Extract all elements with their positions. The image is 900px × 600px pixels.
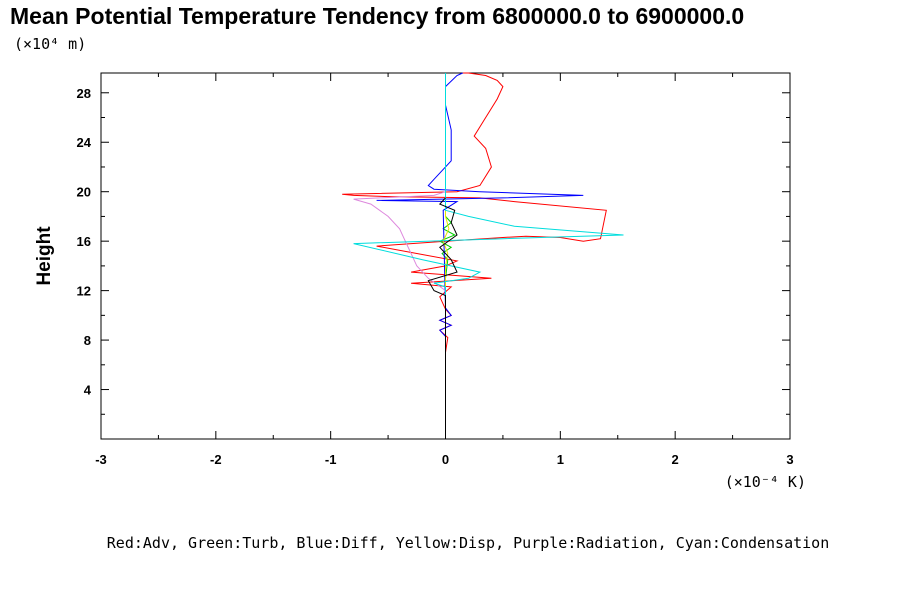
x-tick-label: -2 [210,452,222,467]
y-tick-label: 4 [84,383,92,398]
y-tick-label: 28 [77,86,91,101]
x-tick-label: 1 [557,452,564,467]
x-tick-label: -1 [325,452,337,467]
y-axis: 4 8 12 16 20 24 28 [77,86,790,415]
y-axis-label: Height [34,226,55,286]
series-line-total [427,197,458,439]
y-tick-label: 24 [77,135,92,150]
y-unit-label: (×10⁴ m) [14,35,86,53]
x-tick-label: 2 [672,452,679,467]
y-tick-label: 8 [84,333,91,348]
legend: Red:Adv, Green:Turb, Blue:Diff, Yellow:D… [107,534,829,552]
x-tick-label: 0 [442,452,449,467]
series-group [342,72,624,439]
x-unit-label: (×10⁻⁴ K) [725,473,806,491]
series-line-radiation [353,191,446,439]
y-tick-label: 16 [77,234,91,249]
x-axis: -3 -2 -1 0 1 2 3 [95,73,794,467]
series-line-condensation [353,73,624,439]
x-tick-label: 3 [786,452,793,467]
y-tick-label: 12 [77,284,91,299]
y-tick-label: 20 [77,185,91,200]
chart-title: Mean Potential Temperature Tendency from… [10,3,744,29]
series-line-disp [442,204,450,439]
x-tick-label: -3 [95,452,107,467]
series-line-adv [342,72,607,439]
